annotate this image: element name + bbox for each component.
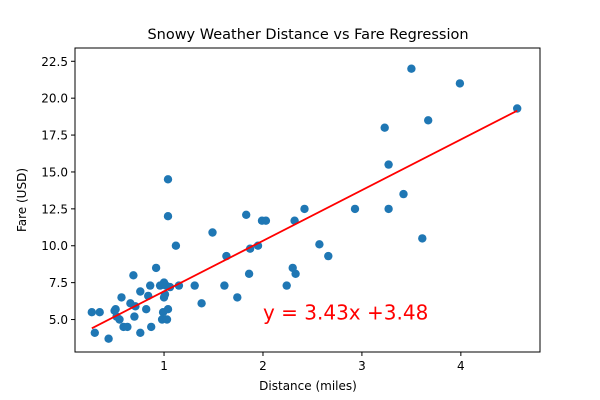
- y-tick-label: 20.0: [41, 92, 68, 106]
- scatter-point-51: [291, 269, 300, 278]
- scatter-point-30: [163, 305, 173, 314]
- scatter-point-32: [163, 212, 173, 221]
- x-axis: 1 2 3 4: [160, 352, 465, 373]
- scatter-point-36: [190, 281, 199, 290]
- plot-area: [87, 64, 522, 343]
- y-tick-label: 12.5: [41, 202, 68, 216]
- scatter-point-55: [350, 204, 360, 214]
- scatter-point-59: [399, 189, 408, 199]
- regression-equation-annotation: y = 3.43x +3.48: [263, 301, 428, 325]
- scatter-point-47: [261, 216, 271, 225]
- scatter-point-20: [147, 322, 156, 332]
- scatter-point-56: [380, 123, 389, 132]
- y-tick-label: 15.0: [41, 165, 68, 179]
- scatter-point-21: [151, 263, 161, 273]
- regression-line: [91, 109, 518, 330]
- scatter-point-29: [162, 315, 172, 324]
- scatter-point-19: [146, 281, 155, 290]
- scatter-point-8: [117, 293, 126, 302]
- scatter-point-13: [130, 312, 139, 321]
- scatter-point-43: [244, 269, 254, 278]
- x-tick-label: 1: [160, 359, 168, 373]
- scatter-point-10: [123, 322, 132, 332]
- scatter-point-58: [384, 204, 393, 214]
- scatter-point-41: [233, 293, 242, 302]
- y-axis: 5.0 7.5 10.0 12.5 15.0 17.5 20.0 22.5: [41, 55, 75, 327]
- scatter-point-64: [513, 104, 522, 113]
- x-tick-label: 2: [259, 359, 267, 373]
- scatter-point-0: [87, 308, 97, 317]
- scatter-point-60: [407, 64, 416, 73]
- y-tick-label: 10.0: [41, 239, 68, 253]
- scatter-point-42: [242, 210, 251, 219]
- scatter-point-37: [197, 299, 206, 308]
- chart-title: Snowy Weather Distance vs Fare Regressio…: [147, 27, 468, 43]
- scatter-point-54: [324, 251, 333, 261]
- scatter-point-38: [208, 228, 217, 237]
- scatter-point-15: [136, 287, 145, 296]
- y-tick-label: 5.0: [49, 313, 68, 327]
- scatter-point-12: [129, 271, 138, 280]
- scatter-point-3: [104, 334, 113, 343]
- scatter-point-34: [171, 241, 181, 250]
- y-tick-label: 22.5: [41, 55, 68, 69]
- scatter-point-7: [115, 315, 124, 324]
- x-tick-label: 4: [457, 359, 465, 373]
- scatter-point-16: [136, 328, 145, 337]
- y-axis-label: Fare (USD): [15, 168, 29, 232]
- scatter-point-5: [111, 305, 120, 314]
- scatter-point-57: [384, 160, 393, 169]
- scatter-point-48: [282, 281, 291, 290]
- scatter-point-63: [455, 79, 465, 88]
- y-tick-label: 7.5: [49, 276, 68, 290]
- scatter-point-52: [300, 204, 309, 214]
- x-tick-label: 3: [358, 359, 366, 373]
- x-axis-label: Distance (miles): [259, 379, 357, 393]
- scatter-point-62: [424, 116, 433, 125]
- scatter-point-1: [90, 328, 100, 337]
- y-tick-label: 17.5: [41, 129, 68, 143]
- scatter-point-31: [163, 175, 173, 184]
- scatter-point-2: [95, 308, 104, 317]
- scatter-point-39: [220, 281, 229, 290]
- scatter-point-53: [315, 240, 324, 249]
- scatter-point-61: [418, 234, 427, 243]
- scatter-point-17: [142, 305, 151, 314]
- axes-frame: [74, 47, 541, 353]
